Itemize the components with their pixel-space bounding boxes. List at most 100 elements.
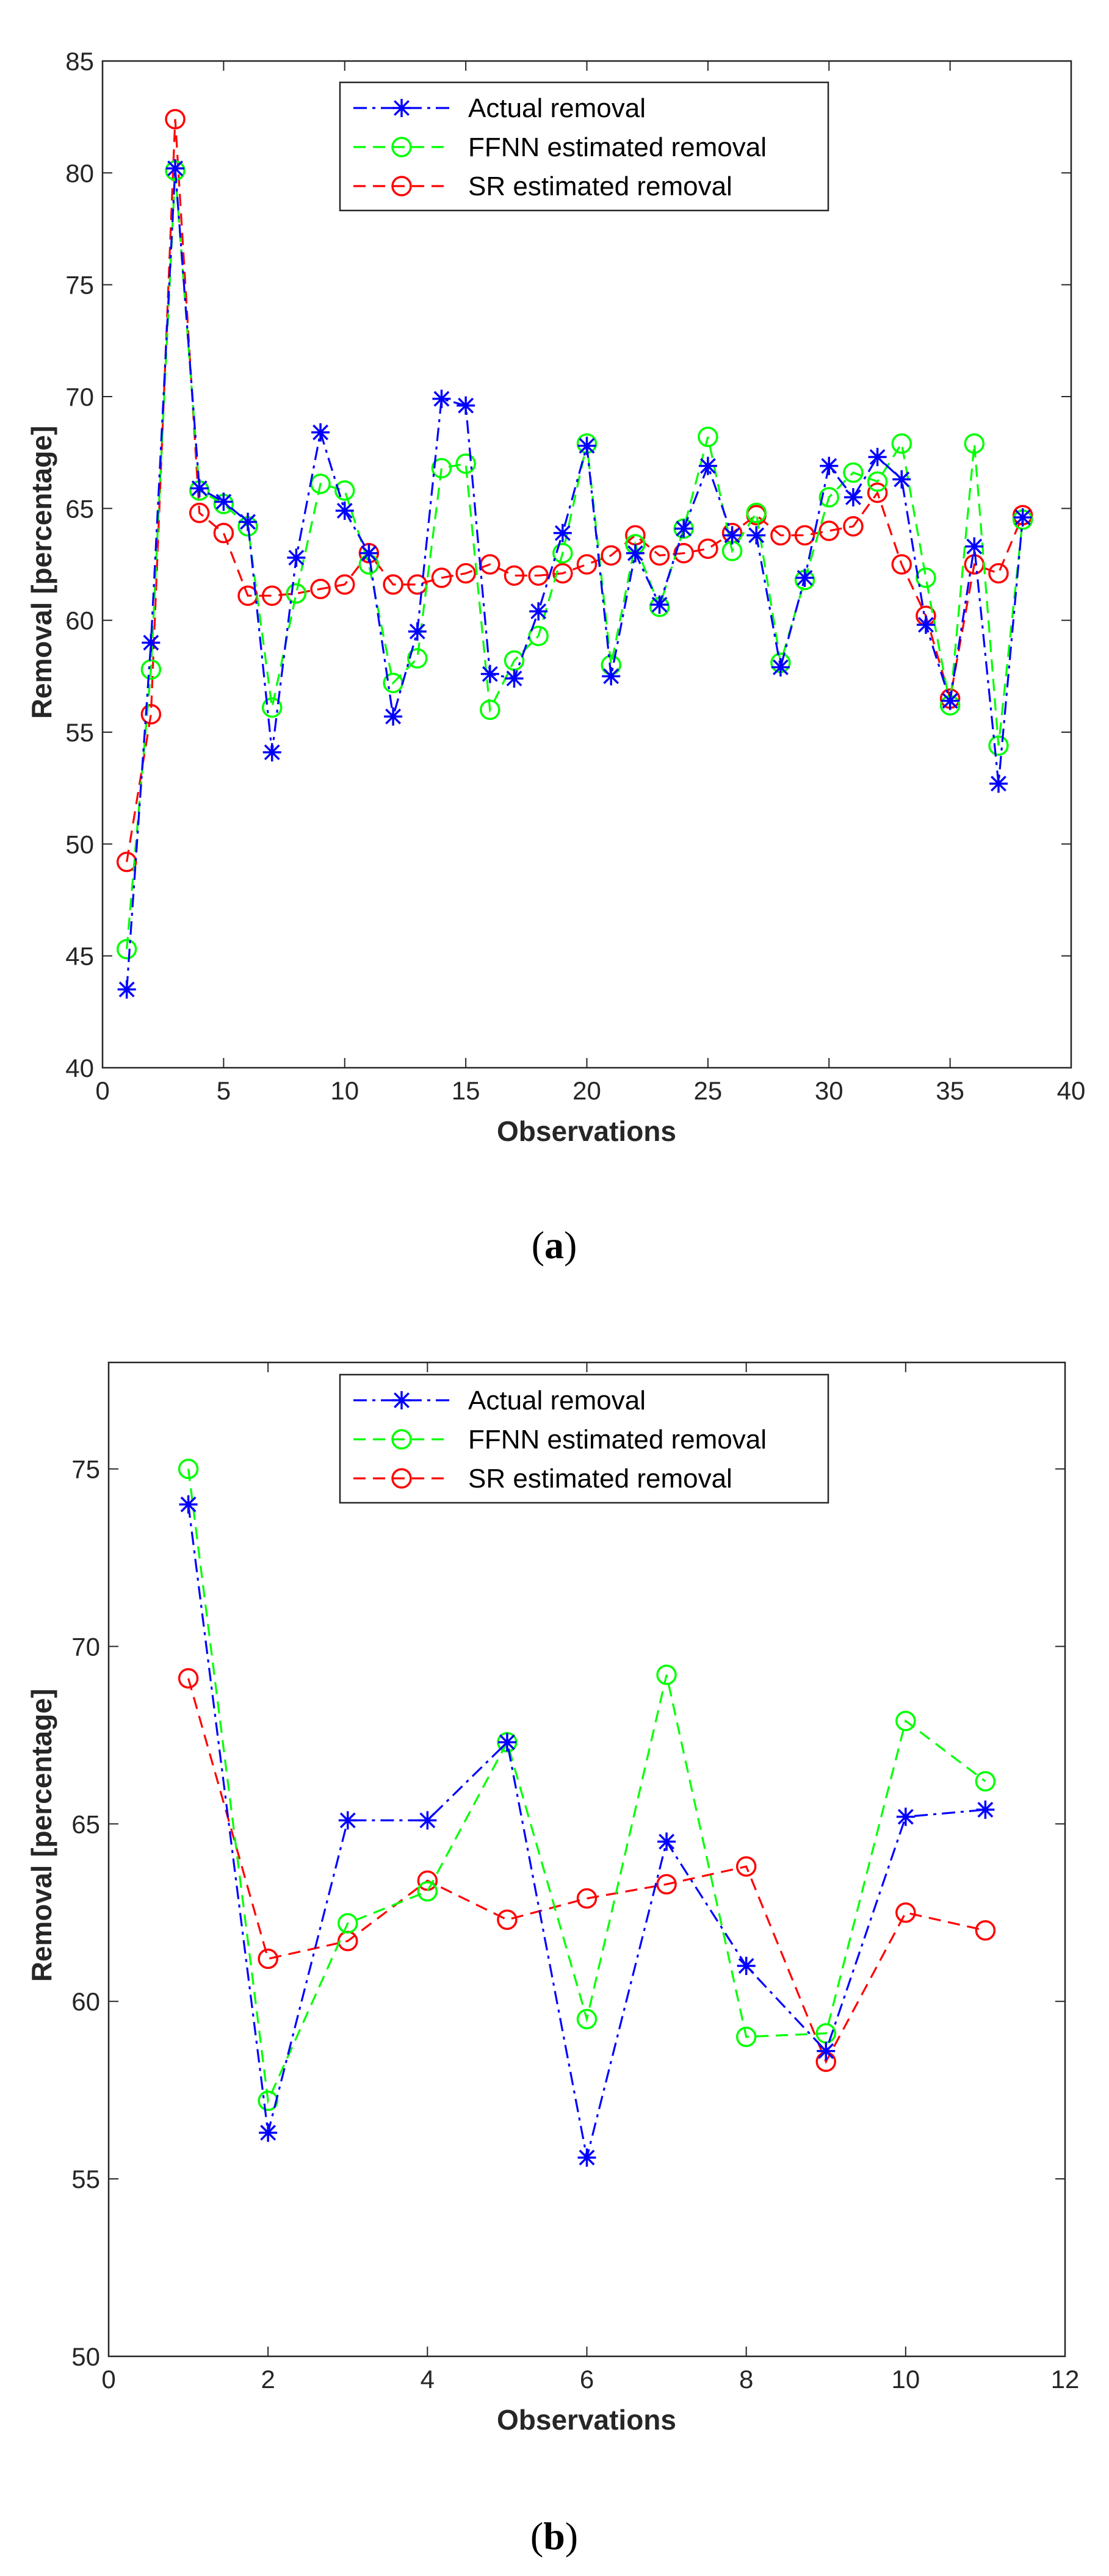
chart-a-legend-marker xyxy=(391,137,412,157)
chart-b-ytick-label: 70 xyxy=(71,1632,100,1661)
chart-a-point xyxy=(504,565,525,586)
chart-a-point xyxy=(431,458,452,479)
chart-a-point xyxy=(214,492,233,511)
chart-a-series-line xyxy=(126,168,1024,990)
chart-b-point xyxy=(975,1920,996,1941)
chart-a-ytick-label: 80 xyxy=(65,159,94,187)
chart-a-point xyxy=(408,622,427,641)
chart-a-point xyxy=(165,109,186,130)
chart-a-legend-marker xyxy=(392,99,411,117)
chart-a-point xyxy=(334,480,355,501)
chart-a-point xyxy=(140,659,162,680)
chart-a-xtick-label: 20 xyxy=(573,1076,601,1105)
chart-a-legend-marker xyxy=(391,176,412,196)
chart-b-ytick-label: 50 xyxy=(71,2342,100,2371)
chart-b-ytick-label: 55 xyxy=(71,2165,100,2193)
chart-a-point xyxy=(601,545,621,566)
chart-a-ytick-label: 65 xyxy=(65,494,94,523)
chart-a-point xyxy=(140,703,162,725)
chart-a-series-line xyxy=(126,170,1024,949)
chart-a-legend-label: Actual removal xyxy=(468,93,646,123)
chart-a-point xyxy=(989,774,1008,793)
chart-a-point xyxy=(455,563,476,584)
chart-b-point xyxy=(976,1801,995,1819)
chart-a-ylabel: Removal [percentage] xyxy=(26,426,57,719)
chart-a-point xyxy=(142,633,161,652)
chart-a-point xyxy=(432,389,451,408)
chart-a-point xyxy=(407,648,428,669)
chart-a-point xyxy=(529,602,548,621)
chart-a-point xyxy=(747,526,766,545)
chart-a-point xyxy=(455,453,476,474)
chart-a-point xyxy=(480,664,499,683)
chart-a-point xyxy=(820,456,839,475)
chart-a-caption: (a) xyxy=(532,1223,577,1267)
chart-b-series-0 xyxy=(179,1495,995,2167)
chart-b-point xyxy=(735,2026,757,2048)
chart-a-point xyxy=(117,980,136,999)
chart-b-point xyxy=(656,1664,677,1685)
chart-b-point xyxy=(259,2123,278,2142)
chart-a-point xyxy=(383,574,403,595)
chart-b: 0 2 4 6 8 10 12 50 55 60 65 70 75 Actual removal FFNN… xyxy=(26,1361,1079,2558)
chart-a-point xyxy=(262,743,281,761)
chart-b-point xyxy=(178,1458,199,1480)
chart-b-point xyxy=(497,1733,516,1752)
chart-a-point xyxy=(867,482,888,503)
chart-b-legend-label: FFNN estimated removal xyxy=(468,1425,767,1455)
chart-a-point xyxy=(818,487,839,508)
chart-a-point xyxy=(892,470,911,489)
chart-b-xtick-label: 2 xyxy=(261,2365,275,2394)
chart-a-point xyxy=(867,471,888,492)
chart-b-point xyxy=(338,1913,358,1934)
chart-a-xtick-label: 30 xyxy=(815,1076,843,1105)
chart-a-point xyxy=(771,658,790,677)
chart-b-point xyxy=(497,1909,518,1930)
chart-b-legend-label: SR estimated removal xyxy=(468,1464,732,1494)
chart-b-point xyxy=(657,1832,676,1851)
chart-a-point xyxy=(552,563,573,584)
chart-a-point xyxy=(746,502,767,523)
chart-a-ytick-label: 50 xyxy=(65,830,94,858)
chart-a-point xyxy=(891,433,912,454)
chart-a-point xyxy=(891,554,912,575)
chart-b-ytick-label: 75 xyxy=(71,1455,100,1484)
chart-a-legend-entry: FFNN estimated removal xyxy=(353,132,767,162)
chart-a-point xyxy=(770,525,791,546)
chart-a-point xyxy=(794,525,815,546)
chart-b-xlabel: Observations xyxy=(497,2404,676,2436)
chart-a-point xyxy=(287,549,306,567)
chart-b-point xyxy=(178,1668,199,1689)
chart-b-series-line xyxy=(187,1469,986,2104)
chart-b-caption-letter: b xyxy=(543,2514,565,2558)
chart-a-point xyxy=(116,851,137,872)
chart-a-point xyxy=(286,583,307,604)
chart-b-xtick-label: 6 xyxy=(580,2365,594,2394)
chart-b-point xyxy=(895,1902,916,1923)
chart-a-legend-label: FFNN estimated removal xyxy=(468,132,767,162)
chart-a-point xyxy=(964,433,985,454)
chart-b-point xyxy=(577,2148,596,2167)
chart-a-point xyxy=(552,542,573,564)
chart-b-point xyxy=(656,1874,677,1894)
chart-a-legend-entry: Actual removal xyxy=(353,93,646,123)
chart-a-point xyxy=(213,522,234,544)
chart-b-ytick-label: 65 xyxy=(71,1810,100,1838)
chart-a-point xyxy=(407,574,428,595)
chart-a-legend-entry: SR estimated removal xyxy=(353,171,732,201)
chart-b-xtick-label: 8 xyxy=(739,2365,753,2394)
chart-a-point xyxy=(1013,508,1032,527)
chart-a-point xyxy=(431,567,452,588)
chart-b-legend-entry: FFNN estimated removal xyxy=(353,1425,767,1455)
chart-a-series-1 xyxy=(116,160,1033,960)
chart-a-ytick-label: 85 xyxy=(65,47,94,76)
chart-a-ytick-label: 70 xyxy=(65,383,94,411)
chart-a-ytick-label: 40 xyxy=(65,1054,94,1082)
chart-a-ytick-label: 60 xyxy=(65,606,94,635)
chart-a-point xyxy=(239,513,258,531)
chart-a-point xyxy=(818,520,839,541)
chart-b-point xyxy=(258,1948,278,1970)
chart-a-point xyxy=(843,488,862,506)
chart-b-ytick-label: 60 xyxy=(71,1987,100,2016)
